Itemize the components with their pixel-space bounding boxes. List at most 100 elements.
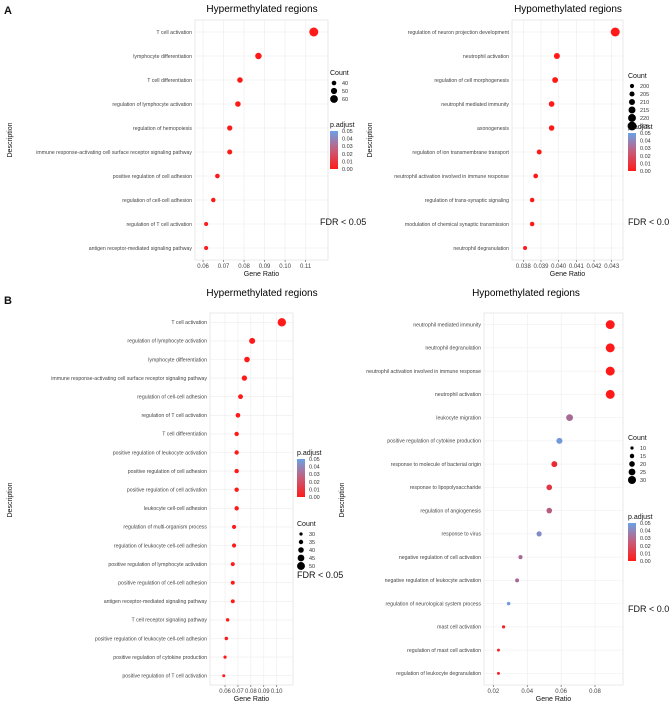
data-point[interactable] bbox=[227, 125, 233, 131]
data-point[interactable] bbox=[255, 52, 262, 60]
data-point[interactable] bbox=[231, 543, 237, 548]
dotplot-3: B Hypermethylated regions 0.06 0.07 0.08 0.09… bbox=[4, 288, 343, 703]
data-point[interactable] bbox=[496, 648, 500, 652]
data-point[interactable] bbox=[551, 461, 558, 468]
size-legend-label: 215 bbox=[640, 108, 649, 114]
data-point[interactable] bbox=[518, 555, 523, 560]
data-point[interactable] bbox=[605, 389, 615, 399]
x-axis-label: Gene Ratio bbox=[536, 696, 572, 703]
x-tick-label: 0.06 bbox=[555, 689, 567, 695]
y-tick-label: regulation of lymphocyte activation bbox=[112, 102, 192, 108]
size-legend-label: 35 bbox=[309, 540, 315, 546]
data-point[interactable] bbox=[234, 506, 239, 511]
x-tick-label: 0.09 bbox=[259, 264, 271, 270]
data-point[interactable] bbox=[523, 246, 528, 250]
data-point[interactable] bbox=[548, 101, 555, 107]
fdr-annotation: FDR < 0.05 bbox=[628, 217, 669, 227]
data-point[interactable] bbox=[529, 197, 535, 203]
data-point[interactable] bbox=[237, 77, 243, 83]
plot-panel bbox=[483, 312, 624, 686]
y-tick-label: positive regulation of cell-cell adhesio… bbox=[118, 581, 207, 587]
y-tick-label: neutrophil degranulation bbox=[425, 346, 481, 352]
data-point[interactable] bbox=[610, 27, 620, 37]
y-tick-label: regulation of T cell activation bbox=[141, 413, 207, 419]
data-point[interactable] bbox=[231, 524, 237, 529]
data-point[interactable] bbox=[235, 101, 241, 107]
size-legend-label: 25 bbox=[640, 470, 646, 476]
data-point[interactable] bbox=[556, 437, 563, 444]
data-point[interactable] bbox=[546, 484, 553, 491]
color-bar-label: 0.01 bbox=[640, 551, 651, 557]
data-point[interactable] bbox=[234, 468, 239, 474]
chart-title: Hypermethylated regions bbox=[206, 288, 317, 299]
data-point[interactable] bbox=[501, 625, 506, 629]
data-point[interactable] bbox=[235, 412, 241, 418]
y-tick-label: neutrophil mediated immunity bbox=[413, 322, 481, 328]
x-tick-label: 0.04 bbox=[521, 689, 533, 695]
data-point[interactable] bbox=[536, 531, 542, 537]
x-tick-label: 0.041 bbox=[569, 264, 585, 270]
data-point[interactable] bbox=[234, 487, 239, 492]
data-point[interactable] bbox=[546, 507, 553, 514]
y-tick-label: immune response-activating cell surface … bbox=[51, 376, 207, 382]
data-point[interactable] bbox=[230, 580, 235, 585]
data-point[interactable] bbox=[230, 562, 235, 567]
data-point[interactable] bbox=[238, 394, 243, 400]
size-legend-dot bbox=[629, 461, 635, 467]
data-point[interactable] bbox=[225, 618, 230, 622]
data-point[interactable] bbox=[244, 356, 250, 363]
data-point[interactable] bbox=[309, 27, 319, 37]
data-point[interactable] bbox=[515, 578, 520, 583]
x-tick-label: 0.043 bbox=[604, 264, 620, 270]
color-bar-label: 0.04 bbox=[640, 139, 651, 145]
data-point[interactable] bbox=[552, 77, 559, 83]
x-tick-label: 0.06 bbox=[219, 689, 231, 695]
data-point[interactable] bbox=[277, 318, 287, 327]
size-legend-label: 40 bbox=[342, 81, 348, 87]
data-point[interactable] bbox=[605, 343, 615, 353]
data-point[interactable] bbox=[234, 431, 239, 437]
data-point[interactable] bbox=[496, 671, 500, 675]
data-point[interactable] bbox=[529, 221, 535, 227]
data-point[interactable] bbox=[548, 125, 555, 131]
color-bar-label: 0.05 bbox=[309, 457, 320, 463]
data-point[interactable] bbox=[241, 375, 248, 381]
size-legend-dot bbox=[628, 468, 636, 476]
data-point[interactable] bbox=[533, 173, 539, 179]
y-tick-label: positive regulation of cell activation bbox=[127, 488, 207, 494]
data-point[interactable] bbox=[605, 366, 615, 376]
data-point[interactable] bbox=[223, 655, 227, 659]
data-point[interactable] bbox=[506, 601, 511, 606]
size-legend-label: 45 bbox=[309, 556, 315, 562]
size-legend-dot bbox=[298, 547, 304, 553]
y-axis-label: Description bbox=[367, 122, 374, 157]
x-tick-label: 0.09 bbox=[258, 689, 270, 695]
legend: Count1015202530p.adjust0.050.040.030.020… bbox=[627, 435, 653, 565]
data-point[interactable] bbox=[215, 173, 220, 179]
data-point[interactable] bbox=[605, 320, 615, 330]
data-point[interactable] bbox=[553, 52, 560, 60]
y-tick-label: T cell activation bbox=[156, 30, 192, 36]
y-tick-label: regulation of leukocyte degranulation bbox=[396, 671, 481, 677]
panel-letter: B bbox=[4, 295, 12, 307]
color-bar-label: 0.03 bbox=[640, 536, 651, 542]
data-point[interactable] bbox=[204, 222, 209, 226]
color-bar-label: 0.00 bbox=[640, 169, 651, 175]
data-point[interactable] bbox=[211, 197, 216, 203]
data-point[interactable] bbox=[230, 599, 235, 604]
color-bar-label: 0.05 bbox=[640, 131, 651, 137]
data-point[interactable] bbox=[224, 636, 229, 641]
data-point[interactable] bbox=[227, 149, 233, 155]
color-bar-label: 0.01 bbox=[342, 159, 353, 165]
y-tick-label: regulation of cell-cell adhesion bbox=[122, 198, 192, 204]
size-legend-dot bbox=[299, 532, 303, 536]
data-point[interactable] bbox=[536, 149, 542, 155]
x-tick-label: 0.038 bbox=[516, 264, 532, 270]
color-bar-label: 0.04 bbox=[640, 529, 651, 535]
data-point[interactable] bbox=[204, 246, 209, 250]
data-point[interactable] bbox=[222, 674, 226, 678]
size-legend-label: 30 bbox=[309, 532, 315, 538]
data-point[interactable] bbox=[566, 414, 574, 422]
data-point[interactable] bbox=[234, 450, 239, 455]
data-point[interactable] bbox=[249, 337, 256, 344]
